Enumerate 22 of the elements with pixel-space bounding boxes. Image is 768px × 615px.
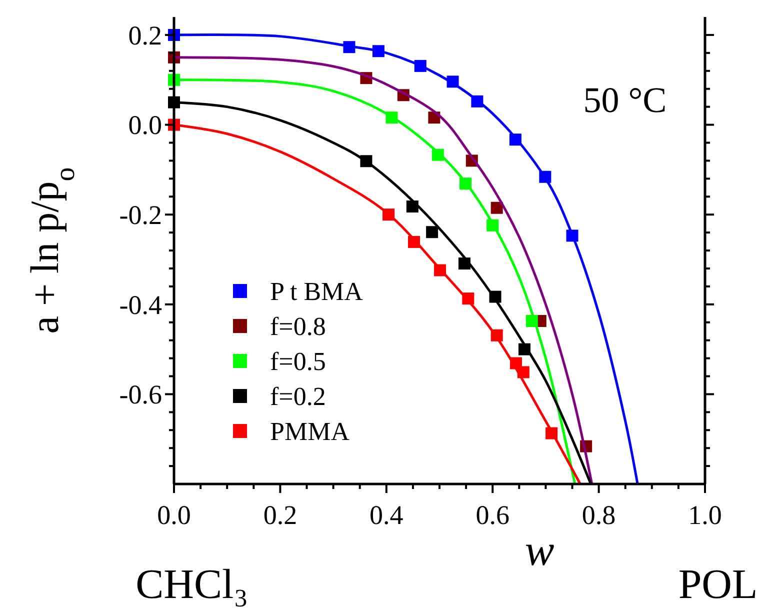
y-tick-label: -0.2 xyxy=(119,200,162,230)
x-tick-label: 0.8 xyxy=(582,500,616,530)
y-tick-label: 0.2 xyxy=(128,20,162,50)
annotation: 50 °C xyxy=(583,80,667,120)
legend-label: P t BMA xyxy=(270,277,364,306)
x-tick-label: 0.4 xyxy=(370,500,404,530)
text: POL xyxy=(678,562,758,608)
x-tick-label: 0.6 xyxy=(476,500,510,530)
legend-label: f=0.8 xyxy=(270,312,326,342)
x-tick-label: 1.0 xyxy=(688,500,722,530)
legend-label: f=0.5 xyxy=(270,347,326,376)
text: CHCl₃ xyxy=(136,562,248,608)
point xyxy=(490,202,503,214)
x-axis-title: w xyxy=(524,526,555,575)
legend-label: f=0.2 xyxy=(270,382,326,412)
x-tick-label: 0.2 xyxy=(263,500,298,530)
y-tick-label: -0.4 xyxy=(119,290,162,320)
y-tick-label: -0.6 xyxy=(119,380,162,410)
legend-label: PMMA xyxy=(270,417,350,446)
point xyxy=(426,226,438,238)
x-tick-label: 0.0 xyxy=(157,500,191,530)
y-tick-label: 0.0 xyxy=(128,110,162,140)
